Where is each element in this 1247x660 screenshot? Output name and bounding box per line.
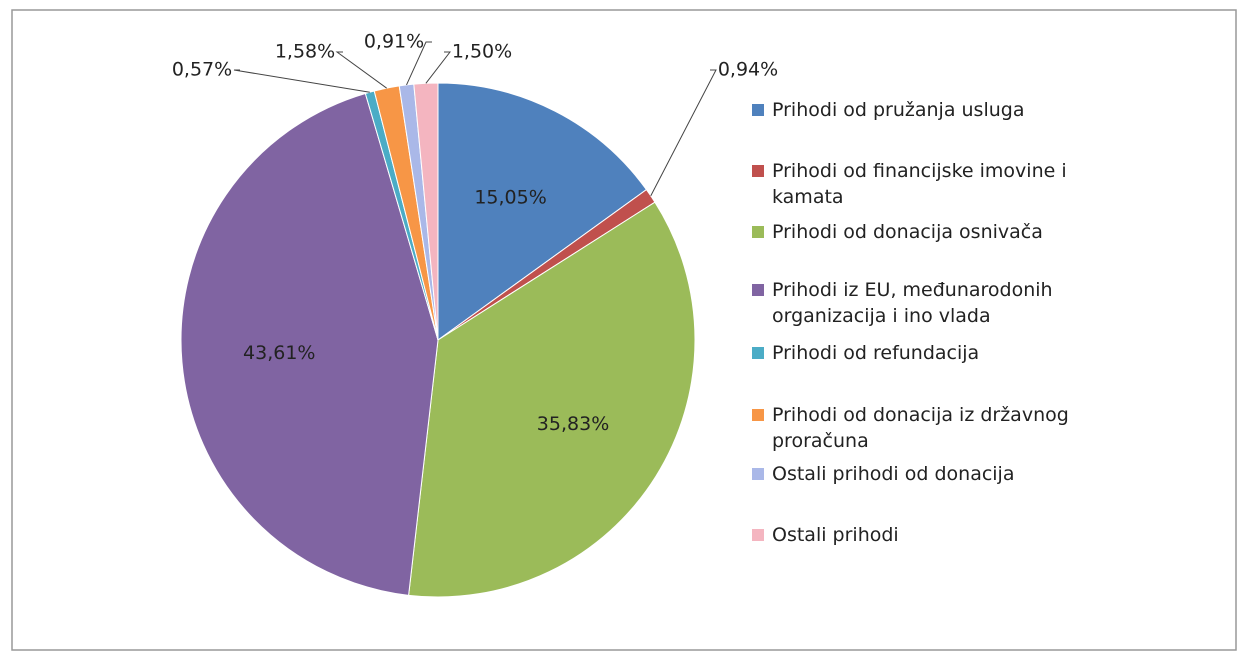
data-label: 43,61% xyxy=(243,342,315,364)
legend-entry: Prihodi iz EU, međunarodonih organizacij… xyxy=(752,277,1122,329)
leader-line xyxy=(335,51,387,89)
legend-label: Prihodi od pružanja usluga xyxy=(772,99,1025,121)
data-label: 35,83% xyxy=(537,413,609,435)
data-label: 0,94% xyxy=(718,59,778,81)
leader-line xyxy=(425,51,452,84)
chart-frame xyxy=(11,9,1237,651)
legend-entry: Prihodi od donacija iz državnog proračun… xyxy=(752,402,1122,454)
legend-swatch xyxy=(752,468,764,480)
leader-line xyxy=(650,69,717,197)
pie-slice xyxy=(437,82,648,341)
legend-entry: Prihodi od refundacija xyxy=(752,340,1122,366)
leader-line xyxy=(406,41,432,86)
legend-label: Prihodi od donacija osnivača xyxy=(772,221,1043,243)
legend-swatch xyxy=(752,226,764,238)
legend-entry: Prihodi od pružanja usluga xyxy=(752,97,1122,123)
legend-label: Prihodi od donacija iz državnog proračun… xyxy=(772,404,1069,452)
legend-swatch xyxy=(752,165,764,177)
legend-entry: Ostali prihodi od donacija xyxy=(752,461,1122,487)
legend-label: Ostali prihodi od donacija xyxy=(772,463,1015,485)
legend-entry: Ostali prihodi xyxy=(752,522,1122,548)
legend-swatch xyxy=(752,409,764,421)
data-label: 1,50% xyxy=(452,41,512,63)
data-label: 15,05% xyxy=(474,187,546,209)
legend-swatch xyxy=(752,284,764,296)
legend-label: Ostali prihodi xyxy=(772,524,899,546)
leader-line xyxy=(233,69,370,93)
data-label: 0,91% xyxy=(364,31,424,53)
pie-slice xyxy=(408,201,696,598)
legend-swatch xyxy=(752,104,764,116)
legend-entry: Prihodi od donacija osnivača xyxy=(752,219,1122,245)
data-label: 1,58% xyxy=(275,41,335,63)
legend-label: Prihodi od refundacija xyxy=(772,342,980,364)
legend-label: Prihodi iz EU, međunarodonih organizacij… xyxy=(772,279,1053,327)
legend-swatch xyxy=(752,529,764,541)
legend-entry: Prihodi od financijske imovine i kamata xyxy=(752,158,1122,210)
pie-slice xyxy=(180,92,439,596)
legend-swatch xyxy=(752,347,764,359)
legend-label: Prihodi od financijske imovine i kamata xyxy=(772,160,1067,208)
data-label: 0,57% xyxy=(172,59,232,81)
